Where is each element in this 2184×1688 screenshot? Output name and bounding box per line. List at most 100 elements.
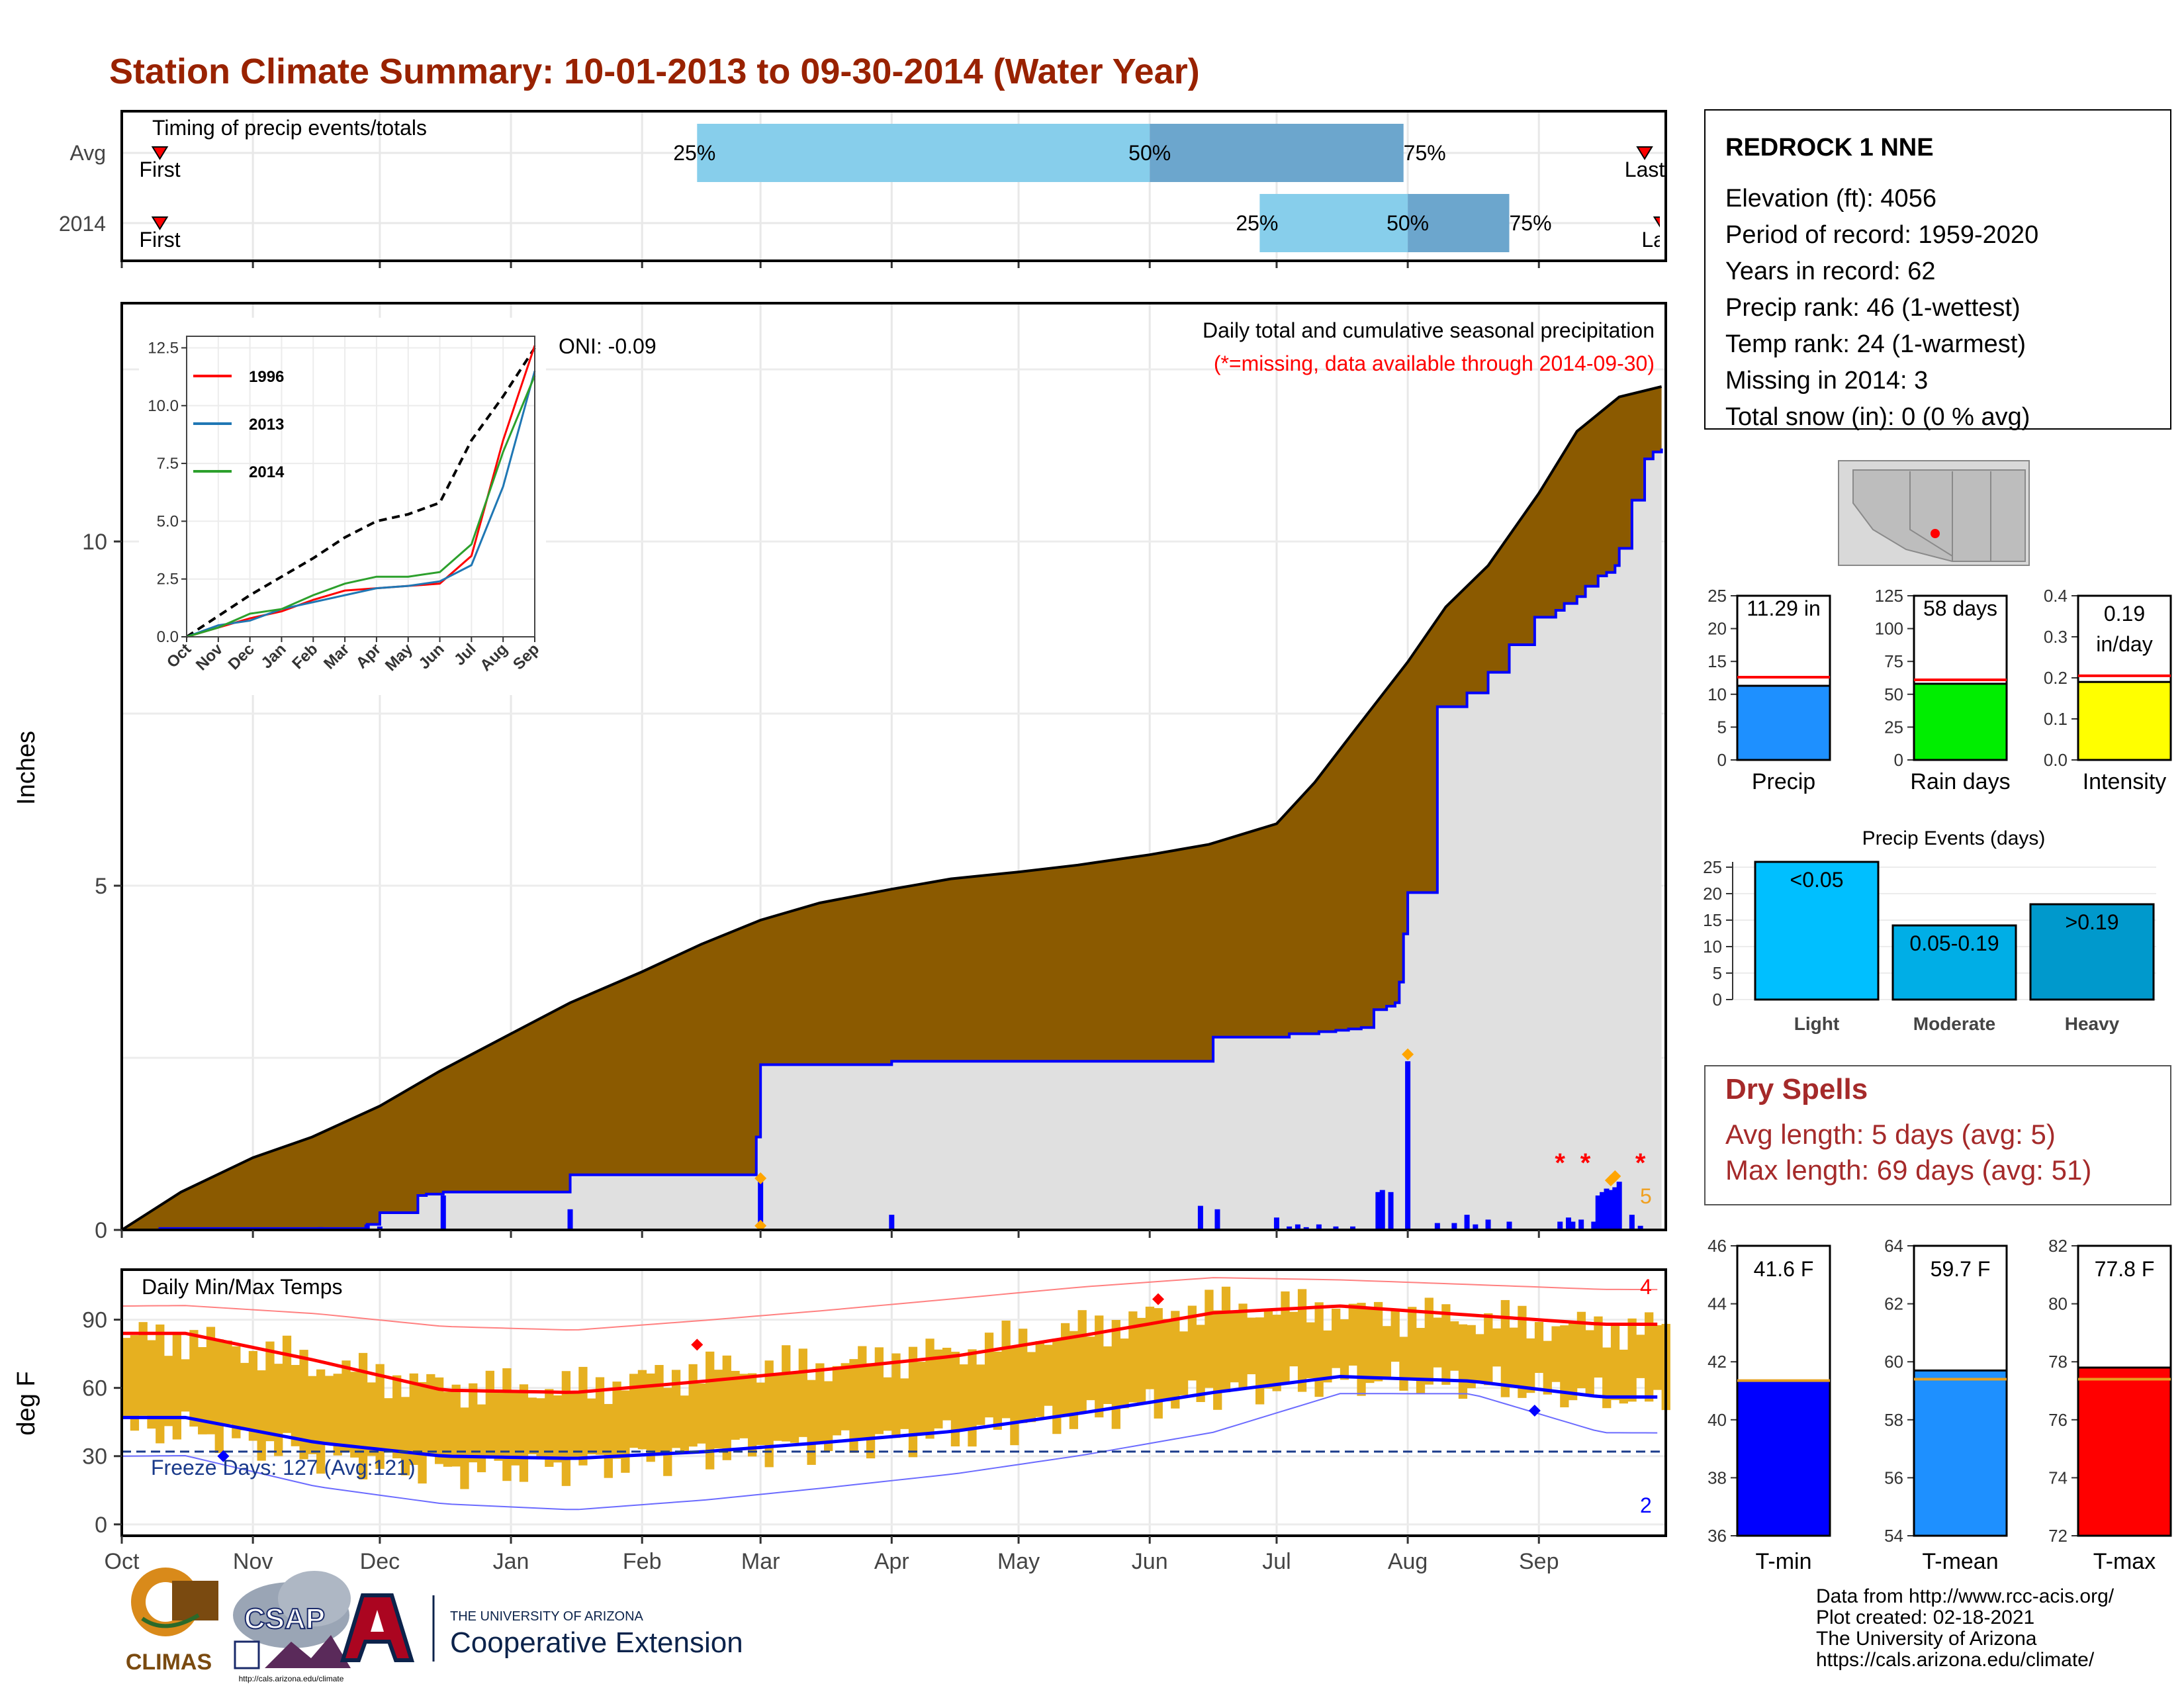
daily-temp-range-bar [1390,1310,1400,1362]
temp-bar-tick-label: 80 [2048,1294,2068,1314]
daily-temp-range-bar [1145,1306,1155,1389]
summary-tick-label: 0 [1894,750,1903,770]
daily-temp-range-bar [1095,1315,1104,1418]
precip-daily-bar [1608,1190,1614,1230]
precip-daily-bar [1303,1227,1309,1230]
station-line: Precip rank: 46 (1-wettest) [1725,294,2021,322]
daily-temp-range-bar [1610,1324,1620,1401]
csap-text: CSAP [244,1603,325,1635]
precip-daily-bar [1388,1192,1394,1230]
daily-temp-range-bar [570,1391,579,1459]
daily-temp-range-bar [849,1359,858,1453]
daily-temp-range-bar [1035,1341,1044,1417]
inset-ytick-label: 12.5 [148,339,179,357]
temp-bar-label: 77.8 F [2095,1257,2155,1281]
month-label: May [997,1549,1040,1574]
month-label: Aug [1388,1549,1428,1574]
daily-temp-range-bar [908,1346,918,1458]
daily-temp-range-bar [976,1364,985,1425]
record-min-line [121,1393,1658,1511]
inset-legend-label: 2014 [249,463,285,481]
temp-ytick-label: 90 [82,1308,107,1333]
daily-temp-range-bar [1373,1301,1383,1382]
summary-tick-label: 10 [1707,684,1727,704]
temp-bar-label: 41.6 F [1754,1257,1814,1281]
timing-first-label: First [139,228,180,252]
daily-temp-range-bar [156,1324,165,1444]
summary-bar-value [2077,680,2172,761]
daily-temp-range-bar [1636,1335,1645,1378]
daily-temp-range-bar [697,1383,706,1444]
precip-ytick-label: 0 [95,1218,107,1243]
summary-bar-name: Precip [1752,769,1815,794]
record-max-line [121,1277,1658,1331]
temp-bar-tick-label: 58 [1884,1410,1903,1430]
temp-bar-name: T-min [1756,1549,1812,1574]
precip-daily-bar [1197,1205,1203,1230]
daily-temp-range-bar [1289,1311,1298,1367]
daily-temp-range-bar [1111,1320,1120,1429]
daily-temp-range-bar [367,1382,377,1456]
daily-temp-range-bar [688,1364,698,1447]
daily-temp-range-bar [1424,1297,1433,1385]
timing-p75-label: 75% [1509,211,1551,235]
precip-ytick-label: 10 [82,530,107,555]
summary-bar-name: Rain days [1910,769,2010,794]
daily-temp-range-bar [324,1376,334,1444]
daily-temp-range-bar [883,1377,892,1431]
summary-bar-value [1913,682,2008,761]
daily-temp-range-bar [502,1368,512,1481]
daily-temp-range-bar [350,1372,359,1458]
record-precip-marker [754,1172,767,1184]
credit-line: The University of Arizona [1816,1628,2037,1650]
daily-temp-range-bar [1052,1338,1062,1434]
daily-temp-range-bar [1399,1336,1408,1391]
daily-temp-range-bar [1103,1346,1113,1405]
station-name: REDROCK 1 NNE [1725,134,1934,162]
ua-logo: THE UNIVERSITY OF ARIZONA Cooperative Ex… [340,1593,743,1662]
daily-temp-range-bar [248,1350,258,1441]
precip-daily-bar [1464,1215,1470,1230]
precip-daily-bar [1557,1221,1563,1230]
daily-temp-range-bar [214,1339,224,1453]
missing-count: 5 [1640,1184,1652,1208]
temp-ytick-label: 0 [95,1513,107,1538]
daily-temp-range-bar [731,1370,740,1440]
daily-temp-range-bar [384,1398,393,1450]
temp-bar-value [2077,1366,2172,1537]
daily-temp-range-bar [1238,1303,1248,1389]
daily-temp-range-bar [790,1371,799,1443]
precip-daily-bar [1565,1217,1571,1230]
precip-2014-fill [122,448,1662,1230]
daily-temp-range-bar [198,1347,207,1434]
daily-temp-range-bar [824,1381,833,1452]
daily-temp-range-bar [1171,1311,1180,1409]
summary-tick-label: 0.1 [2044,709,2068,729]
summary-bar-intensity: 0.0 0.1 0.2 0.3 0.4 0.19 in/day Intensity [2044,586,2172,794]
daily-temp-range-bar [172,1333,181,1440]
precip-header: Daily total and cumulative seasonal prec… [1203,318,1655,342]
daily-temp-range-bar [1154,1308,1163,1419]
missing-data-marker: * [1635,1149,1646,1178]
daily-temp-range-bar [764,1360,774,1468]
daily-temp-range-bar [1187,1305,1197,1381]
precip-daily-bar [1612,1187,1618,1230]
temp-ylabel: deg F [13,1371,40,1435]
daily-temp-range-bar [138,1322,148,1416]
inset-plot-area [187,336,535,637]
daily-temp-range-bar [756,1382,766,1445]
daily-temp-range-bar [1357,1303,1366,1396]
temp-bar-tick-label: 74 [2048,1468,2068,1487]
station-line: Temp rank: 24 (1-warmest) [1725,330,2026,358]
temp-bar-t-min: 36 38 40 42 44 46 41.6 F T-min [1707,1236,1831,1574]
daily-temp-range-bar [722,1355,731,1460]
daily-temp-range-bar [747,1373,757,1457]
daily-temp-range-bar [1077,1310,1087,1412]
daily-temp-range-bar [1263,1309,1273,1389]
month-label: Jul [1262,1549,1291,1574]
temp-bar-tick-label: 72 [2048,1526,2068,1546]
daily-temp-range-bar [1026,1352,1036,1423]
record-temp-marker [1152,1293,1164,1305]
